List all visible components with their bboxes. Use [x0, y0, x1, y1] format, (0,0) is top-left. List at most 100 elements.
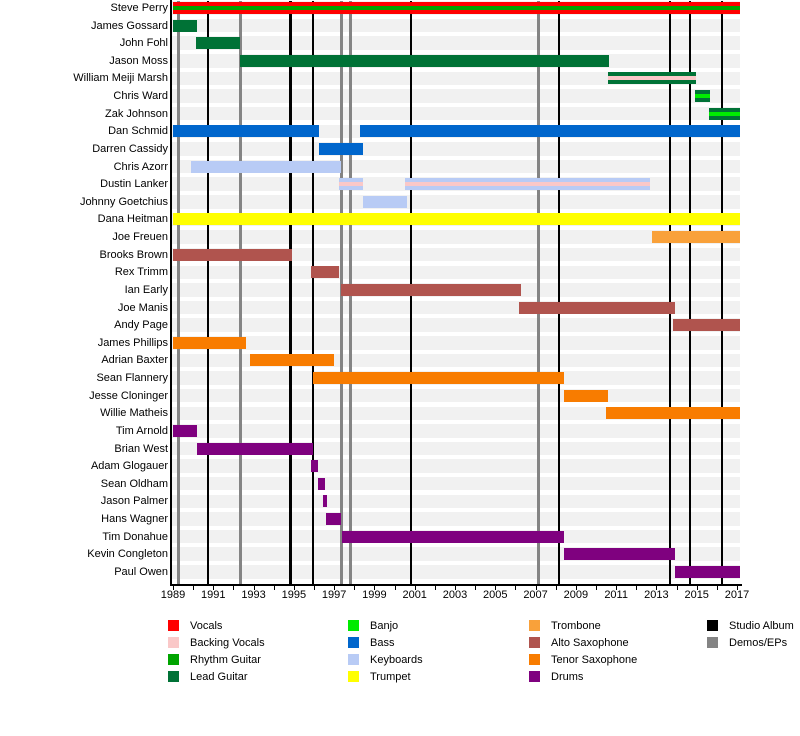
legend-label-demos_eps: Demos/EPs: [729, 637, 788, 649]
timeline-bar: [563, 548, 675, 561]
axis-tick-label: 2011: [604, 589, 628, 601]
role-stripe: [608, 76, 696, 81]
timeline-bar: [173, 125, 320, 138]
legend-swatch-vocals: [168, 620, 179, 631]
axis-tick-label: 2013: [644, 589, 669, 601]
member-label: Chris Ward: [113, 90, 168, 103]
member-label: Johnny Goetchius: [79, 195, 168, 208]
member-label: James Gossard: [90, 19, 168, 32]
timeline-bar: [606, 407, 740, 420]
timeline-bar: [323, 495, 328, 508]
role-stripe: [694, 94, 710, 99]
row-band: [172, 388, 741, 403]
demos-eps-line: [537, 1, 541, 584]
member-label: Dustin Lanker: [100, 178, 168, 191]
member-label: Darren Cassidy: [92, 142, 168, 155]
member-label: Brian West: [114, 442, 168, 455]
axis-tick: [253, 586, 255, 590]
axis-tick-label: 1999: [362, 589, 387, 601]
axis-tick: [656, 586, 658, 590]
row-band: [172, 565, 741, 579]
member-label: Jason Palmer: [100, 495, 168, 508]
legend-swatch-trombone: [529, 620, 540, 631]
member-label: Dan Schmid: [108, 125, 168, 138]
timeline-bar: [404, 178, 651, 191]
member-label: Hans Wagner: [101, 512, 168, 525]
member-label: John Fohl: [119, 37, 168, 50]
axis-tick: [575, 586, 577, 590]
timeline-bar: [360, 125, 741, 138]
legend-swatch-backing_vocals: [168, 637, 179, 648]
timeline-bar: [310, 460, 319, 473]
axis-tick: [535, 586, 537, 590]
role-stripe: [708, 111, 741, 116]
row-band: [172, 318, 741, 332]
row-band: [172, 424, 741, 438]
axis-tick: [233, 586, 235, 590]
axis-tick: [314, 586, 315, 590]
legend-label-backing_vocals: Backing Vocals: [190, 637, 265, 649]
member-label: Sean Flannery: [96, 372, 168, 385]
member-label: Sean Oldham: [100, 477, 168, 490]
timeline-bar: [173, 336, 246, 349]
timeline-bar: [326, 512, 342, 525]
axis-tick: [495, 586, 497, 590]
legend-label-banjo: Banjo: [370, 620, 399, 632]
axis-tick-label: 1991: [201, 589, 226, 601]
axis-tick: [696, 586, 698, 590]
timeline-bar: [674, 565, 740, 578]
studio-album-line: [311, 1, 315, 584]
axis-tick: [616, 586, 618, 590]
member-label: Rex Trimm: [114, 266, 168, 279]
member-label: Joe Manis: [117, 301, 168, 314]
role-stripe: [404, 182, 651, 187]
axis-tick: [213, 586, 215, 590]
legend-swatch-demos_eps: [707, 637, 718, 648]
demos-eps-line: [176, 1, 180, 584]
row-band: [172, 195, 741, 209]
row-band: [172, 512, 741, 526]
studio-album-line: [289, 1, 292, 584]
timeline-bar: [173, 213, 741, 226]
row-band: [172, 89, 741, 103]
y-axis-line: [170, 0, 172, 586]
axis-tick: [293, 586, 295, 590]
member-label: Paul Owen: [114, 565, 168, 578]
studio-album-line: [688, 1, 692, 584]
timeline-bar: [240, 54, 610, 67]
axis-tick: [596, 586, 597, 590]
row-band: [172, 142, 741, 156]
member-label: Dana Heitman: [97, 213, 168, 226]
legend-label-tenor_sax: Tenor Saxophone: [551, 654, 638, 666]
timeline-bar: [708, 107, 741, 120]
row-band: [172, 36, 741, 50]
axis-tick: [354, 586, 356, 590]
timeline-bar: [672, 319, 740, 332]
axis-tick-label: 2017: [724, 589, 750, 601]
member-label: Willie Matheis: [100, 407, 168, 420]
timeline-bar: [652, 231, 740, 244]
member-label: Adrian Baxter: [101, 354, 168, 367]
legend-label-bass: Bass: [370, 637, 395, 649]
axis-tick-label: 2001: [402, 589, 427, 601]
legend-swatch-lead_guitar: [168, 671, 179, 682]
legend-label-lead_guitar: Lead Guitar: [190, 671, 248, 683]
legend-swatch-keyboards: [348, 654, 359, 665]
row-band: [172, 18, 741, 33]
axis-tick-label: 2005: [483, 589, 508, 601]
legend-swatch-alto_sax: [529, 637, 540, 648]
axis-tick: [193, 586, 195, 590]
member-label: Jesse Cloninger: [89, 389, 168, 402]
axis-tick-label: 1989: [160, 589, 186, 601]
timeline-bar: [310, 266, 340, 279]
member-label: Tim Donahue: [102, 530, 168, 543]
member-label: Chris Azorr: [113, 160, 168, 173]
axis-tick: [515, 586, 517, 590]
legend-swatch-bass: [348, 637, 359, 648]
timeline-bar: [191, 160, 342, 173]
member-label: William Meiji Marsh: [73, 72, 168, 85]
axis-tick: [414, 586, 416, 590]
axis-tick: [374, 586, 376, 590]
timeline-bar: [197, 442, 313, 455]
